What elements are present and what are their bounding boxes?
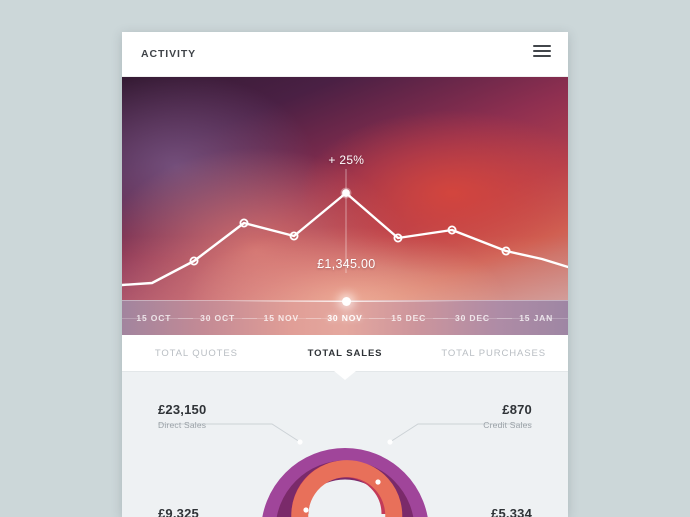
activity-card: ACTIVITY + 25% £1,345.00	[122, 32, 568, 517]
data-point	[189, 256, 199, 266]
date-axis: 15 OCT 30 OCT 15 NOV 30 NOV 15 DEC 30 DE…	[122, 297, 568, 335]
tab-total-purchases[interactable]: TOTAL PURCHASES	[441, 347, 546, 359]
ring-dot-direct	[297, 439, 303, 445]
menu-bar-1	[533, 45, 551, 47]
stat-caption: Credit Sales	[483, 420, 532, 430]
stat-amount: £23,150	[158, 402, 207, 417]
line-chart-svg	[122, 169, 568, 287]
axis-tick-30-nov[interactable]: 30 NOV	[305, 313, 385, 323]
axis-tick-15-jan[interactable]: 15 JAN	[496, 313, 568, 323]
hamburger-menu-icon[interactable]	[533, 45, 551, 61]
peak-delta-label: + 25%	[328, 153, 365, 167]
peak-data-point	[342, 189, 350, 197]
axis-tick-30-oct[interactable]: 30 OCT	[178, 313, 257, 323]
leader-line-credit	[389, 423, 532, 443]
activity-line-chart: + 25% £1,345.00	[122, 77, 568, 300]
stat-cash-sales[interactable]: £5,334 Cash Sales	[382, 506, 532, 517]
peak-value-label: £1,345.00	[317, 257, 376, 271]
axis-tick-15-nov[interactable]: 15 NOV	[241, 313, 321, 323]
stat-amount: £870	[502, 402, 532, 417]
ring-dot-channel	[303, 507, 309, 513]
data-point	[501, 246, 511, 256]
ring-dot-credit	[387, 439, 393, 445]
leader-line-direct	[158, 423, 301, 443]
sales-line-path	[122, 191, 568, 287]
stat-direct-sales[interactable]: £23,150 Direct Sales	[158, 402, 308, 432]
tab-total-sales[interactable]: TOTAL SALES	[307, 347, 383, 359]
stat-channel-sales[interactable]: £9,325 Channel Sales	[158, 506, 308, 517]
active-tab-notch	[334, 371, 356, 380]
data-point	[289, 231, 299, 241]
tab-total-quotes[interactable]: TOTAL QUOTES	[154, 347, 238, 359]
axis-tick-30-dec[interactable]: 30 DEC	[432, 313, 512, 323]
data-point	[447, 225, 457, 235]
ring-dot-cash	[375, 479, 381, 485]
stat-caption: Direct Sales	[158, 420, 207, 430]
axis-selected-marker	[341, 297, 351, 306]
ring-channel-sales	[291, 460, 403, 517]
multi-ring-gauge-svg	[158, 423, 532, 517]
tab-bar: TOTAL QUOTES TOTAL SALES TOTAL PURCHASES	[122, 335, 568, 371]
axis-tick-15-oct[interactable]: 15 OCT	[122, 313, 194, 323]
page-title: ACTIVITY	[141, 48, 197, 60]
stat-credit-sales[interactable]: £870 Credit Sales	[382, 402, 532, 432]
card-header: ACTIVITY	[122, 32, 568, 77]
data-point	[393, 233, 403, 243]
menu-bar-3	[533, 55, 551, 57]
stat-amount: £5,334	[491, 506, 532, 517]
menu-bar-2	[533, 50, 551, 52]
sales-breakdown-panel: £23,150 Direct Sales £870 Credit Sales £…	[122, 371, 568, 517]
stat-amount: £9,325	[158, 506, 199, 517]
ring-direct-sales	[262, 448, 428, 517]
data-point	[239, 218, 249, 228]
axis-tick-15-dec[interactable]: 15 DEC	[369, 313, 448, 323]
